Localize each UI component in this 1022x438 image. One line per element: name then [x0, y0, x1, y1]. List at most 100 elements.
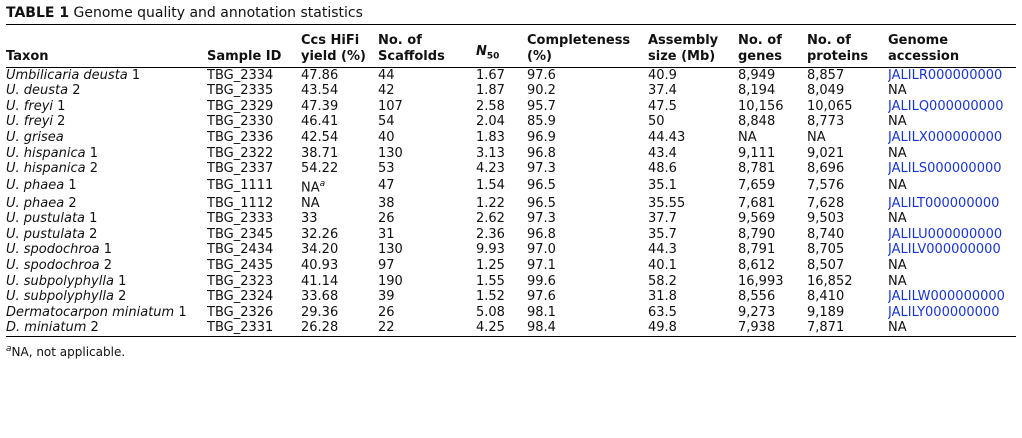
yield-value: NA [301, 195, 320, 211]
table-label: TABLE 1 [6, 5, 70, 21]
genome-stats-table: Taxon Sample ID Ccs HiFi yield (%) No. of Sc… [6, 24, 1016, 338]
proteins-cell: 7,628 [807, 196, 888, 212]
accession-cell[interactable]: JALILV000000000 [888, 242, 1016, 258]
n50-value: 4.25 [476, 320, 505, 336]
taxon-name: U. pustulata [6, 211, 86, 227]
completeness-cell: 99.6 [527, 274, 648, 290]
proteins-value: 8,507 [807, 258, 845, 274]
accession-cell[interactable]: JALILS000000000 [888, 161, 1016, 177]
taxon-name: Umbilicaria deusta [6, 67, 128, 83]
column-header-line1: No. of [807, 32, 851, 48]
accession-cell[interactable]: JALILU000000000 [888, 227, 1016, 243]
accession-cell[interactable]: JALILX000000000 [888, 130, 1016, 146]
taxon-number: 2 [68, 195, 77, 211]
taxon-cell: U. hispanica 1 [6, 146, 207, 162]
taxon-number: 2 [72, 83, 81, 99]
sample-cell: TBG_2330 [207, 114, 301, 130]
taxon-name: U. spodochroa [6, 258, 100, 274]
column-header: No. of genes [738, 24, 807, 68]
size-cell: 44.3 [648, 242, 738, 258]
proteins-cell: 7,871 [807, 320, 888, 338]
scaffolds-value: 26 [378, 304, 395, 320]
genes-value: 10,156 [738, 98, 784, 114]
genes-value: 9,111 [738, 145, 776, 161]
sample-cell: TBG_2331 [207, 320, 301, 338]
column-header-line1: Assembly [648, 32, 719, 48]
accession-value: NA [888, 178, 907, 194]
n50-value: 2.36 [476, 226, 505, 242]
n50-cell: 1.22 [476, 196, 527, 212]
genes-cell: 8,949 [738, 67, 807, 83]
sample-cell: TBG_2326 [207, 305, 301, 321]
table-row: Umbilicaria deusta 1 TBG_2334 47.86 44 1.67 9… [6, 67, 1016, 83]
sample-value: TBG_2322 [207, 145, 274, 161]
yield-value: 38.71 [301, 145, 339, 161]
taxon-number: 1 [118, 273, 127, 289]
accession-cell[interactable]: JALILY000000000 [888, 305, 1016, 321]
yield-value: 42.54 [301, 129, 339, 145]
scaffolds-cell: 44 [378, 67, 476, 83]
completeness-cell: 97.0 [527, 242, 648, 258]
completeness-value: 96.9 [527, 129, 556, 145]
size-cell: 40.1 [648, 258, 738, 274]
sample-value: TBG_1112 [207, 195, 274, 211]
proteins-value: 8,049 [807, 83, 845, 99]
taxon-number: 1 [103, 242, 113, 258]
accession-cell[interactable]: JALILQ000000000 [888, 99, 1016, 115]
accession-value: NA [888, 83, 907, 99]
proteins-value: 8,705 [807, 242, 845, 258]
table-row: U. spodochroa 2 TBG_2435 40.93 97 1.25 97.1 40… [6, 258, 1016, 274]
scaffolds-cell: 26 [378, 211, 476, 227]
sample-cell: TBG_2337 [207, 161, 301, 177]
accession-cell[interactable]: JALILR000000000 [888, 67, 1016, 83]
sample-cell: TBG_2335 [207, 83, 301, 99]
genes-value: 8,949 [738, 67, 776, 83]
accession-cell[interactable]: JALILT000000000 [888, 196, 1016, 212]
genes-cell: 8,791 [738, 242, 807, 258]
taxon-cell: U. spodochroa 1 [6, 242, 207, 258]
sample-value: TBG_1111 [207, 178, 274, 194]
yield-value: 34.20 [301, 242, 339, 258]
column-header: No. of proteins [807, 24, 888, 68]
accession-cell: NA [888, 258, 1016, 274]
size-value: 47.5 [648, 98, 677, 114]
n50-value: 3.13 [476, 145, 505, 161]
table-row: U. hispanica 1 TBG_2322 38.71 130 3.13 96.8 43… [6, 146, 1016, 162]
taxon-cell: U. phaea 2 [6, 196, 207, 212]
accession-value: NA [888, 320, 907, 336]
accession-cell[interactable]: JALILW000000000 [888, 289, 1016, 305]
taxon-number: 2 [89, 226, 98, 242]
size-value: 48.6 [648, 161, 677, 177]
completeness-value: 98.4 [527, 320, 556, 336]
size-cell: 48.6 [648, 161, 738, 177]
completeness-cell: 97.6 [527, 67, 648, 83]
table-row: U. spodochroa 1 TBG_2434 34.20 130 9.93 97.0 4… [6, 242, 1016, 258]
scaffolds-value: 130 [378, 242, 403, 258]
genes-value: 7,938 [738, 320, 776, 336]
taxon-number: 2 [57, 114, 66, 130]
genes-cell: 9,273 [738, 305, 807, 321]
yield-cell: 32.26 [301, 227, 378, 243]
accession-value: JALILU000000000 [888, 226, 1003, 242]
taxon-cell: U. subpolyphylla 1 [6, 274, 207, 290]
sample-value: TBG_2334 [207, 67, 274, 83]
yield-value: 46.41 [301, 114, 339, 130]
scaffolds-value: 38 [378, 195, 395, 211]
n50-cell: 2.04 [476, 114, 527, 130]
completeness-value: 97.3 [527, 161, 556, 177]
proteins-value: 7,871 [807, 320, 845, 336]
accession-value: JALILT000000000 [888, 195, 1000, 211]
accession-value: JALILV000000000 [888, 242, 1001, 258]
yield-cell: NAa [301, 177, 378, 196]
genes-value: NA [738, 129, 757, 145]
yield-value: 47.86 [301, 67, 339, 83]
genes-value: 8,556 [738, 289, 776, 305]
taxon-name: U. hispanica [6, 145, 86, 161]
scaffolds-value: 42 [378, 83, 395, 99]
accession-value: NA [888, 114, 907, 130]
yield-value: 26.28 [301, 320, 339, 336]
sample-value: TBG_2337 [207, 161, 274, 177]
size-value: 58.2 [648, 273, 677, 289]
size-value: 43.4 [648, 145, 677, 161]
sample-cell: TBG_2324 [207, 289, 301, 305]
